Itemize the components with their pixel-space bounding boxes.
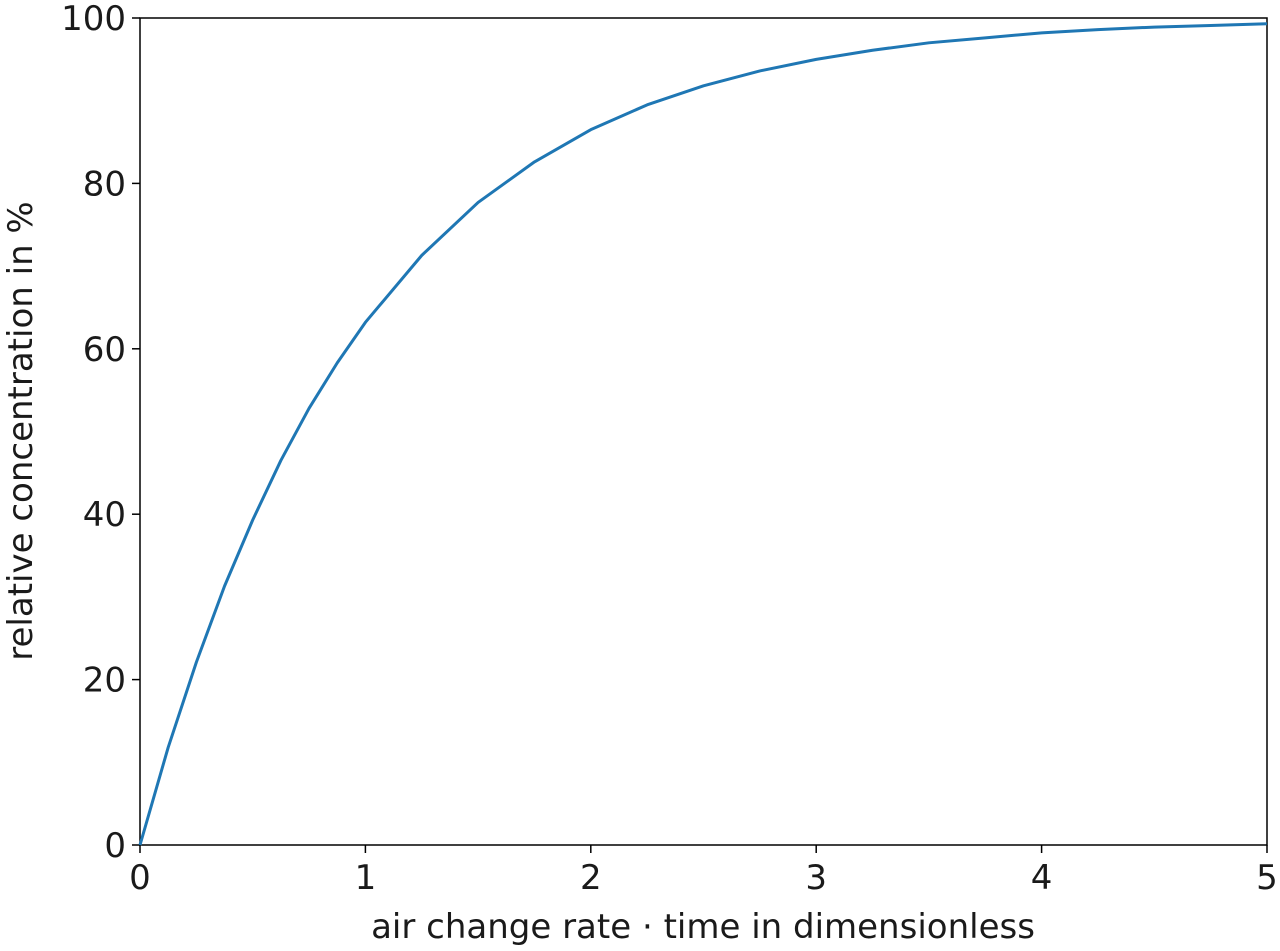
plot-frame (139, 17, 1268, 846)
y-tick-label: 40 (83, 495, 126, 535)
x-tick-label: 5 (1256, 858, 1278, 898)
data-line (138, 22, 1268, 846)
y-tick-label: 20 (83, 661, 126, 701)
x-tick-label: 4 (1031, 858, 1053, 898)
y-tick-label: 0 (104, 826, 126, 866)
x-tick-label: 0 (129, 858, 151, 898)
x-axis-label: air change rate · time in dimensionless (371, 907, 1035, 947)
x-tick-label: 2 (580, 858, 602, 898)
y-tick-label: 60 (83, 330, 126, 370)
y-tick-label: 100 (61, 0, 126, 39)
x-tick-label: 1 (355, 858, 377, 898)
y-tick-label: 80 (83, 164, 126, 204)
y-axis-label: relative concentration in % (1, 201, 41, 660)
x-tick-label: 3 (805, 858, 827, 898)
